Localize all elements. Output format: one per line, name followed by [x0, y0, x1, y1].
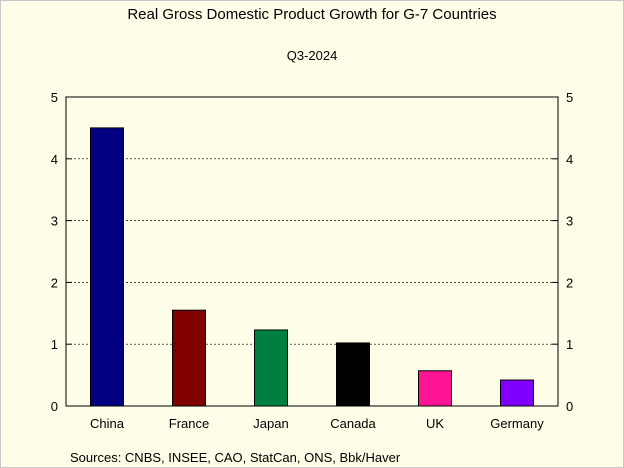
- gridlines: [66, 158, 558, 345]
- x-tick-label: Canada: [330, 416, 376, 431]
- x-tick-label: Japan: [253, 416, 288, 431]
- x-tick-label: UK: [426, 416, 444, 431]
- y-tick-label-right: 0: [566, 399, 573, 414]
- chart-title: Real Gross Domestic Product Growth for G…: [127, 6, 497, 23]
- y-tick-label-left: 5: [51, 90, 58, 105]
- chart-subtitle: Q3-2024: [286, 48, 338, 63]
- y-tick-label-right: 5: [566, 90, 573, 105]
- plot-area: [65, 96, 559, 407]
- y-tick-label-left: 0: [51, 399, 58, 414]
- bar-uk: [418, 370, 452, 407]
- bar-france: [172, 309, 206, 407]
- y-tick-label-left: 1: [51, 337, 58, 352]
- axis-ticks: [66, 96, 558, 407]
- y-tick-label-left: 3: [51, 214, 58, 229]
- y-tick-label-right: 3: [566, 214, 573, 229]
- x-axis-labels: China France Japan Canada UK Germany: [90, 416, 544, 431]
- bar-china: [90, 127, 124, 407]
- y-tick-label-left: 2: [51, 275, 58, 290]
- x-tick-label: Germany: [490, 416, 544, 431]
- y-tick-label-left: 4: [51, 152, 58, 167]
- bar-japan: [254, 329, 288, 407]
- source-note: Sources: CNBS, INSEE, CAO, StatCan, ONS,…: [70, 450, 401, 465]
- y-axis-left-labels: 0 1 2 3 4 5: [51, 90, 58, 414]
- x-tick-label: China: [90, 416, 125, 431]
- y-tick-label-right: 2: [566, 275, 573, 290]
- bar-germany: [500, 379, 534, 407]
- y-axis-right-labels: 0 1 2 3 4 5: [566, 90, 573, 414]
- y-tick-label-right: 1: [566, 337, 573, 352]
- bars: [90, 127, 534, 407]
- x-tick-label: France: [169, 416, 209, 431]
- bar-canada: [336, 342, 370, 407]
- y-tick-label-right: 4: [566, 152, 573, 167]
